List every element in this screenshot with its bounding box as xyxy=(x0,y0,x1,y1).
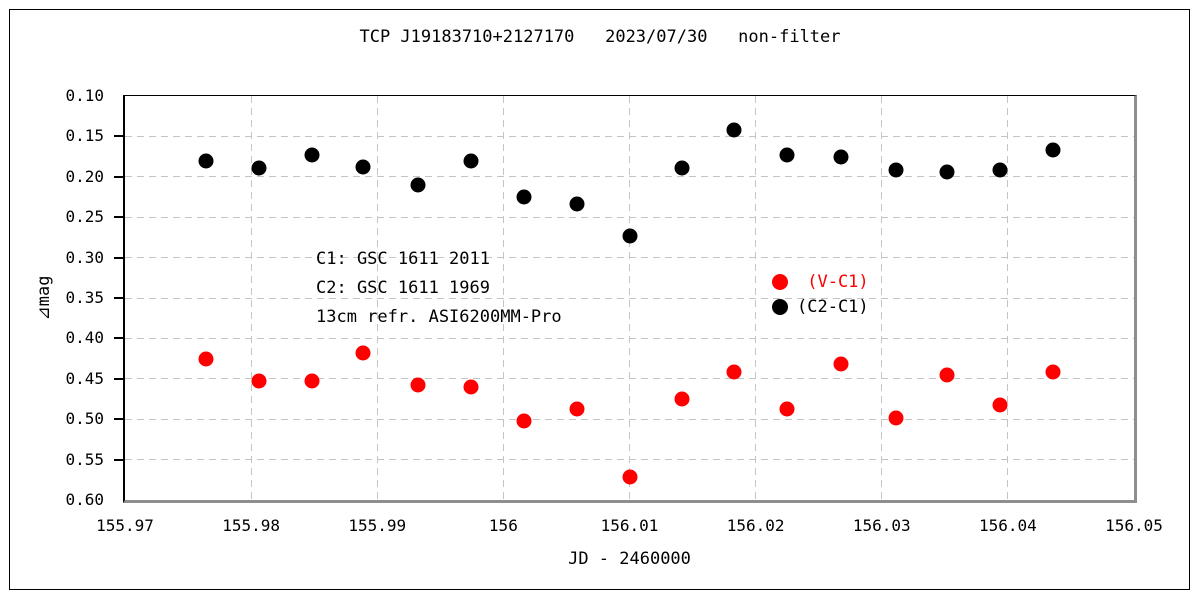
data-point-c2-c1 xyxy=(726,122,742,138)
data-point-c2-c1 xyxy=(833,149,849,165)
y-tick-label: 0.35 xyxy=(65,288,104,307)
grid-line-horizontal xyxy=(125,135,1134,137)
grid-line-horizontal xyxy=(125,257,1134,259)
legend-item-v-c1: (V-C1) xyxy=(772,269,869,294)
y-tick-label: 0.45 xyxy=(65,368,104,388)
y-tick-label: 0.50 xyxy=(65,409,104,429)
data-point-c2-c1 xyxy=(304,147,320,163)
x-tick-label: 156.02 xyxy=(726,516,785,535)
data-point-v-c1 xyxy=(992,397,1008,413)
plot-area xyxy=(123,95,1137,503)
legend-label-v-c1: (V-C1) xyxy=(797,271,869,292)
data-point-c2-c1 xyxy=(992,162,1008,178)
data-point-v-c1 xyxy=(833,356,849,372)
data-point-v-c1 xyxy=(888,410,904,426)
annotation-text: C2: GSC 1611 1969 xyxy=(316,278,490,298)
y-tick-mark xyxy=(114,297,123,299)
x-tick-label: 156.03 xyxy=(852,516,911,535)
data-point-v-c1 xyxy=(779,401,795,417)
y-tick-label: 0.20 xyxy=(65,166,104,186)
y-tick-label: 0.10 xyxy=(65,86,104,105)
data-point-v-c1 xyxy=(1045,364,1061,380)
y-tick-label: 0.15 xyxy=(65,126,104,146)
x-tick-label: 156.04 xyxy=(978,516,1037,535)
data-point-v-c1 xyxy=(198,351,214,367)
data-point-c2-c1 xyxy=(251,160,267,176)
data-point-v-c1 xyxy=(622,469,637,485)
annotation-text: C1: GSC 1611 2011 xyxy=(316,249,490,269)
y-tick-label: 0.55 xyxy=(65,449,104,469)
x-tick-label: 156.05 xyxy=(1105,516,1163,535)
grid-line-horizontal xyxy=(125,337,1134,339)
data-point-c2-c1 xyxy=(888,162,904,178)
data-point-c2-c1 xyxy=(939,164,955,180)
grid-line-horizontal xyxy=(125,378,1134,380)
grid-line-horizontal xyxy=(125,216,1134,218)
data-point-v-c1 xyxy=(410,377,426,393)
y-tick-mark xyxy=(114,418,123,421)
y-tick-label: 0.60 xyxy=(65,490,104,509)
annotation-block: C1: GSC 1611 2011 C2: GSC 1611 1969 13cm r… xyxy=(316,245,562,332)
y-tick-mark xyxy=(114,458,123,461)
x-axis-label: JD - 2460000 xyxy=(568,549,691,569)
data-point-v-c1 xyxy=(251,373,267,389)
y-tick-mark xyxy=(114,377,123,380)
data-point-c2-c1 xyxy=(674,160,690,176)
data-point-v-c1 xyxy=(674,391,690,407)
data-point-c2-c1 xyxy=(1045,142,1061,158)
data-point-c2-c1 xyxy=(198,153,214,169)
x-tick-label: 155.98 xyxy=(222,516,281,535)
data-point-c2-c1 xyxy=(355,159,371,175)
data-point-v-c1 xyxy=(939,367,955,383)
data-point-v-c1 xyxy=(304,373,320,389)
legend: (V-C1) (C2-C1) xyxy=(772,269,869,319)
y-tick-label: 0.40 xyxy=(65,328,104,348)
data-point-v-c1 xyxy=(463,379,479,395)
grid-line-horizontal xyxy=(125,176,1134,178)
legend-marker-v-c1 xyxy=(772,273,788,290)
data-point-c2-c1 xyxy=(463,153,479,169)
chart-title: TCP J19183710+2127170 2023/07/30 non-fil… xyxy=(359,27,841,47)
x-tick-label: 155.99 xyxy=(348,516,407,535)
grid-line-horizontal xyxy=(125,459,1134,461)
data-point-v-c1 xyxy=(516,413,532,429)
data-point-c2-c1 xyxy=(622,228,637,244)
data-point-c2-c1 xyxy=(516,189,532,205)
annotation-text: 13cm refr. ASI6200MM-Pro xyxy=(316,307,562,327)
data-point-v-c1 xyxy=(726,364,742,380)
y-tick-mark xyxy=(114,135,123,138)
y-tick-mark xyxy=(114,337,123,340)
y-tick-label: 0.30 xyxy=(65,247,104,267)
x-tick-label: 155.97 xyxy=(96,516,154,535)
x-tick-label: 156 xyxy=(488,516,518,535)
grid-line-horizontal xyxy=(125,418,1134,420)
x-tick-label: 156.01 xyxy=(600,516,659,535)
y-tick-mark xyxy=(114,216,123,219)
data-point-c2-c1 xyxy=(779,147,795,163)
grid-line-horizontal xyxy=(125,297,1134,299)
y-tick-mark xyxy=(114,256,123,259)
legend-label-c2-c1: (C2-C1) xyxy=(797,296,869,317)
legend-marker-c2-c1 xyxy=(772,298,788,315)
y-tick-mark xyxy=(114,175,123,178)
data-point-v-c1 xyxy=(355,345,371,361)
data-point-c2-c1 xyxy=(410,177,426,193)
data-point-v-c1 xyxy=(569,401,585,417)
data-point-c2-c1 xyxy=(569,196,585,212)
figure-border xyxy=(9,9,1190,590)
legend-item-c2-c1: (C2-C1) xyxy=(772,294,869,319)
y-tick-label: 0.25 xyxy=(65,207,104,227)
